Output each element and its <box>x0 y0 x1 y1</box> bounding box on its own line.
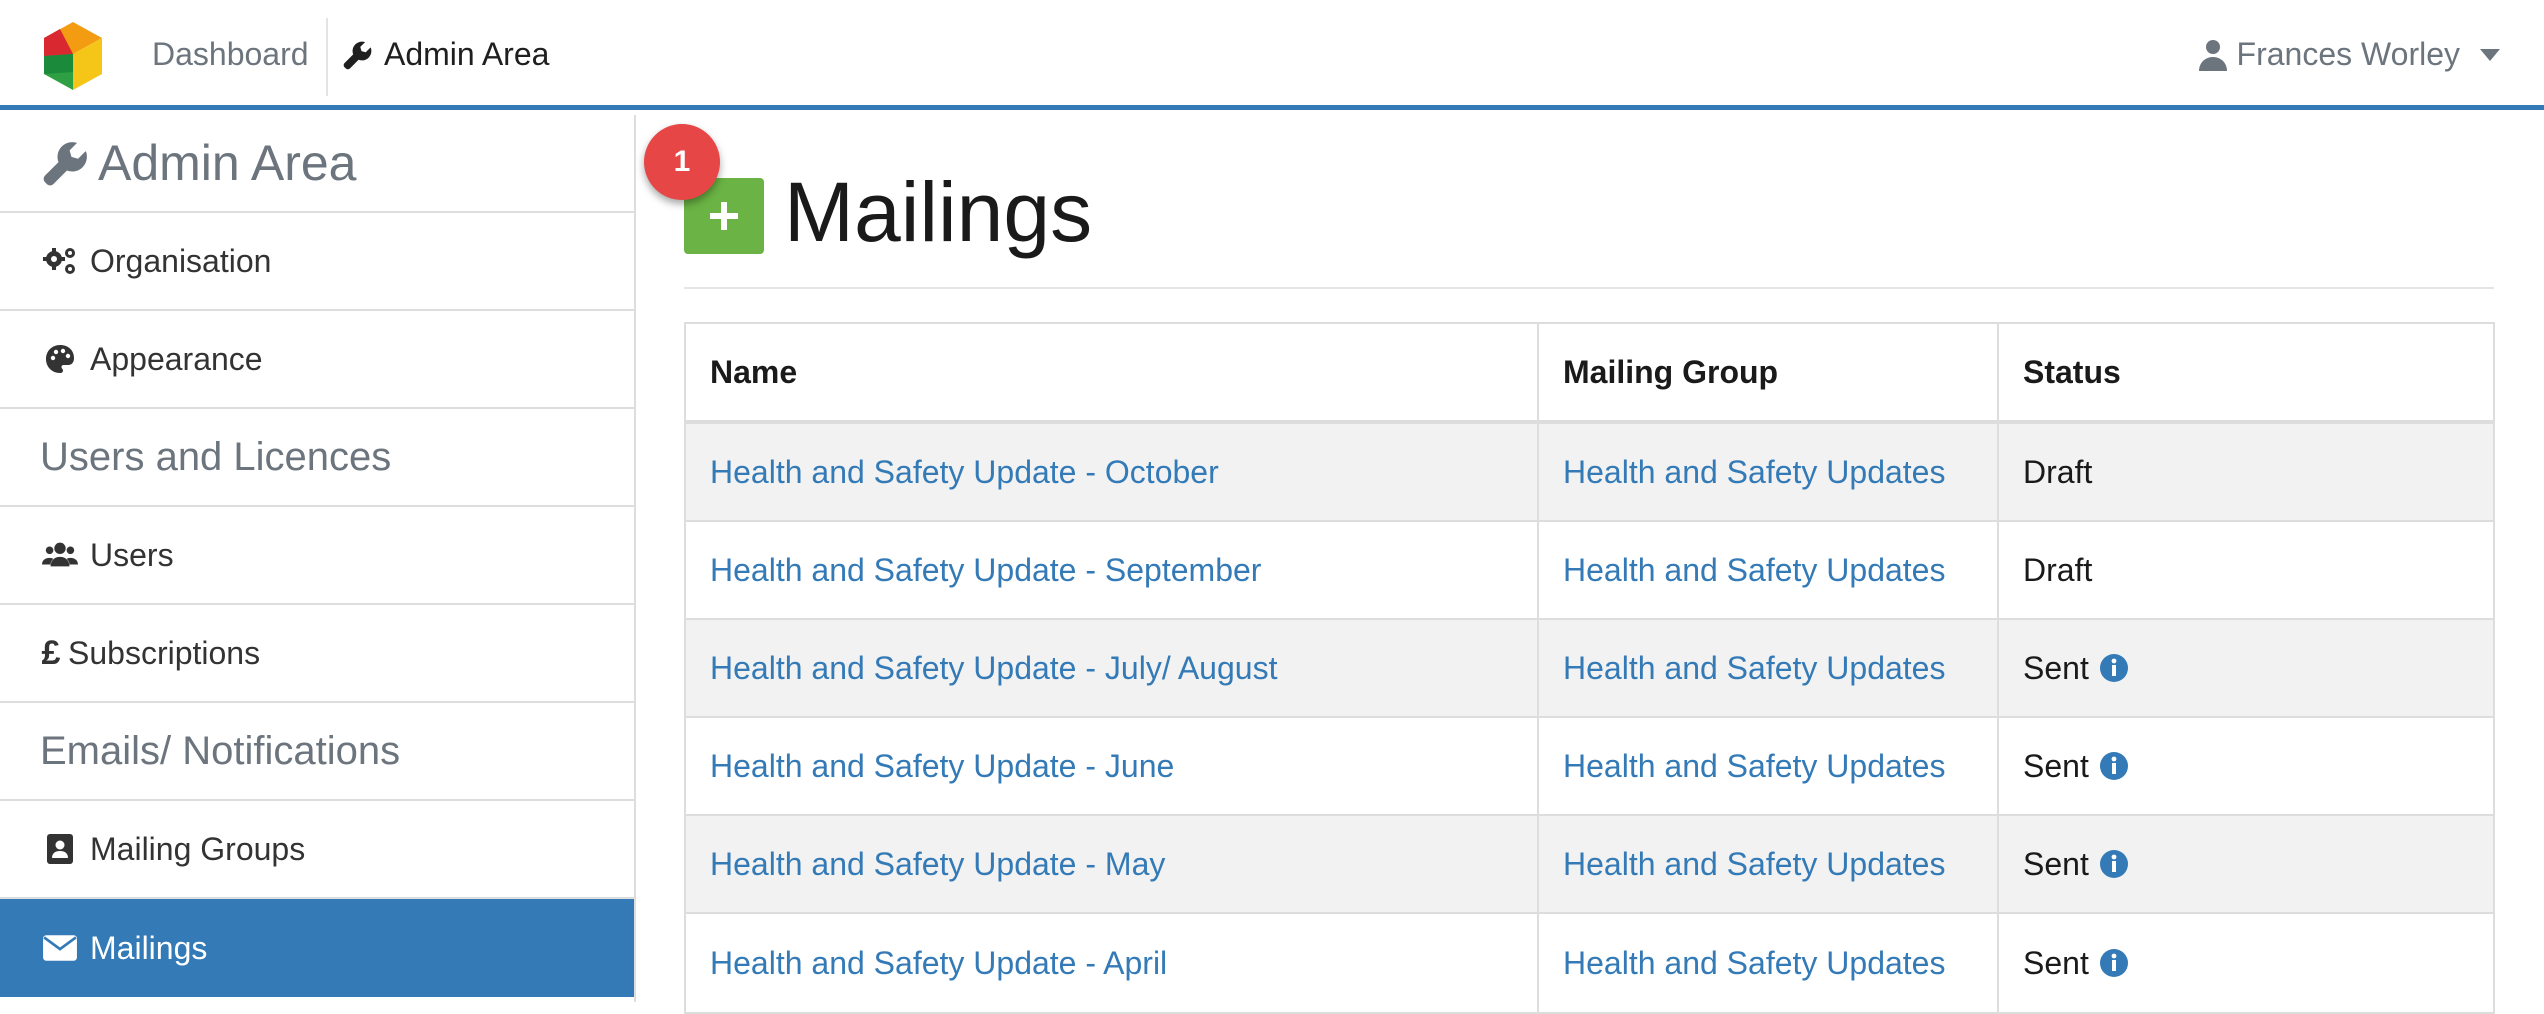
sidebar-item-subscriptions[interactable]: £ Subscriptions <box>0 605 634 703</box>
users-icon <box>40 538 80 572</box>
mailing-name-link[interactable]: Health and Safety Update - June <box>710 747 1175 784</box>
status-text: Draft <box>2023 551 2093 588</box>
mailings-table: Name Mailing Group Status Health and Saf… <box>684 322 2495 1014</box>
nav-admin-area-link[interactable]: Admin Area <box>342 36 549 73</box>
palette-icon <box>40 342 80 376</box>
column-header-name: Name <box>686 324 1539 420</box>
user-icon <box>2198 39 2227 71</box>
wrench-icon <box>343 41 372 69</box>
table-row: Health and Safety Update - July/ August … <box>686 620 2493 718</box>
sidebar-item-label: Users <box>90 536 174 573</box>
title-divider <box>684 287 2494 289</box>
cogs-icon <box>40 244 80 278</box>
admin-sidebar: Admin Area Organisation Appearance Users… <box>0 115 636 1002</box>
sidebar-item-label: Organisation <box>90 242 272 279</box>
table-row: Health and Safety Update - June Health a… <box>686 718 2493 816</box>
info-icon[interactable] <box>2099 653 2129 683</box>
mailing-name-link[interactable]: Health and Safety Update - April <box>710 944 1168 981</box>
mailing-name-link[interactable]: Health and Safety Update - July/ August <box>710 649 1278 686</box>
step-badge: 1 <box>644 124 720 200</box>
status-text: Sent <box>2023 845 2089 882</box>
mailing-group-link[interactable]: Health and Safety Updates <box>1563 747 1946 784</box>
info-icon[interactable] <box>2099 948 2129 978</box>
table-row: Health and Safety Update - September Hea… <box>686 522 2493 620</box>
table-row: Health and Safety Update - May Health an… <box>686 816 2493 914</box>
column-header-status: Status <box>2023 353 2121 390</box>
sidebar-item-appearance[interactable]: Appearance <box>0 311 634 409</box>
address-book-icon <box>40 832 80 866</box>
wrench-icon <box>40 137 92 189</box>
add-mailing-button[interactable] <box>684 178 764 254</box>
sidebar-item-mailing-groups[interactable]: Mailing Groups <box>0 801 634 899</box>
user-menu-dropdown[interactable]: Frances Worley <box>2198 36 2500 73</box>
status-text: Sent <box>2023 747 2089 784</box>
status-text: Draft <box>2023 453 2093 490</box>
table-row: Health and Safety Update - October Healt… <box>686 424 2493 522</box>
status-text: Sent <box>2023 944 2089 981</box>
info-icon[interactable] <box>2099 849 2129 879</box>
mailing-name-link[interactable]: Health and Safety Update - October <box>710 453 1219 490</box>
nav-admin-label: Admin Area <box>384 36 550 72</box>
caret-down-icon <box>2480 48 2500 61</box>
sidebar-item-label: Mailings <box>90 929 208 966</box>
sidebar-item-label: Mailing Groups <box>90 830 306 867</box>
nav-divider <box>326 18 328 96</box>
sidebar-heading-emails-notifications: Emails/ Notifications <box>0 703 634 801</box>
app-logo[interactable] <box>40 20 106 92</box>
page-title: Mailings <box>784 165 1093 259</box>
sidebar-item-users[interactable]: Users <box>0 507 634 605</box>
sidebar-heading-label: Users and Licences <box>40 434 392 479</box>
info-icon[interactable] <box>2099 751 2129 781</box>
mailing-group-link[interactable]: Health and Safety Updates <box>1563 845 1946 882</box>
mailing-name-link[interactable]: Health and Safety Update - September <box>710 551 1262 588</box>
sidebar-item-label: Subscriptions <box>68 634 261 671</box>
mailing-name-link[interactable]: Health and Safety Update - May <box>710 845 1166 882</box>
sidebar-item-mailings[interactable]: Mailings <box>0 899 634 997</box>
mailing-group-link[interactable]: Health and Safety Updates <box>1563 944 1946 981</box>
plus-icon <box>710 202 738 230</box>
table-row: Health and Safety Update - April Health … <box>686 914 2493 1012</box>
pound-icon: £ <box>41 633 61 672</box>
column-header-mailing-group: Mailing Group <box>1539 324 1999 420</box>
sidebar-item-organisation[interactable]: Organisation <box>0 213 634 311</box>
sidebar-title-label: Admin Area <box>98 135 357 191</box>
table-header-row: Name Mailing Group Status <box>686 324 2493 424</box>
status-text: Sent <box>2023 649 2089 686</box>
mailing-group-link[interactable]: Health and Safety Updates <box>1563 551 1946 588</box>
mailing-group-link[interactable]: Health and Safety Updates <box>1563 453 1946 490</box>
nav-dashboard-link[interactable]: Dashboard <box>152 36 309 72</box>
top-navbar: Dashboard Admin Area Frances Worley <box>0 0 2544 110</box>
user-name: Frances Worley <box>2236 36 2460 72</box>
envelope-icon <box>40 931 80 965</box>
sidebar-item-label: Appearance <box>90 340 263 377</box>
sidebar-heading-label: Emails/ Notifications <box>40 728 401 773</box>
sidebar-title: Admin Area <box>0 115 634 213</box>
mailing-group-link[interactable]: Health and Safety Updates <box>1563 649 1946 686</box>
sidebar-heading-users-licences: Users and Licences <box>0 409 634 507</box>
